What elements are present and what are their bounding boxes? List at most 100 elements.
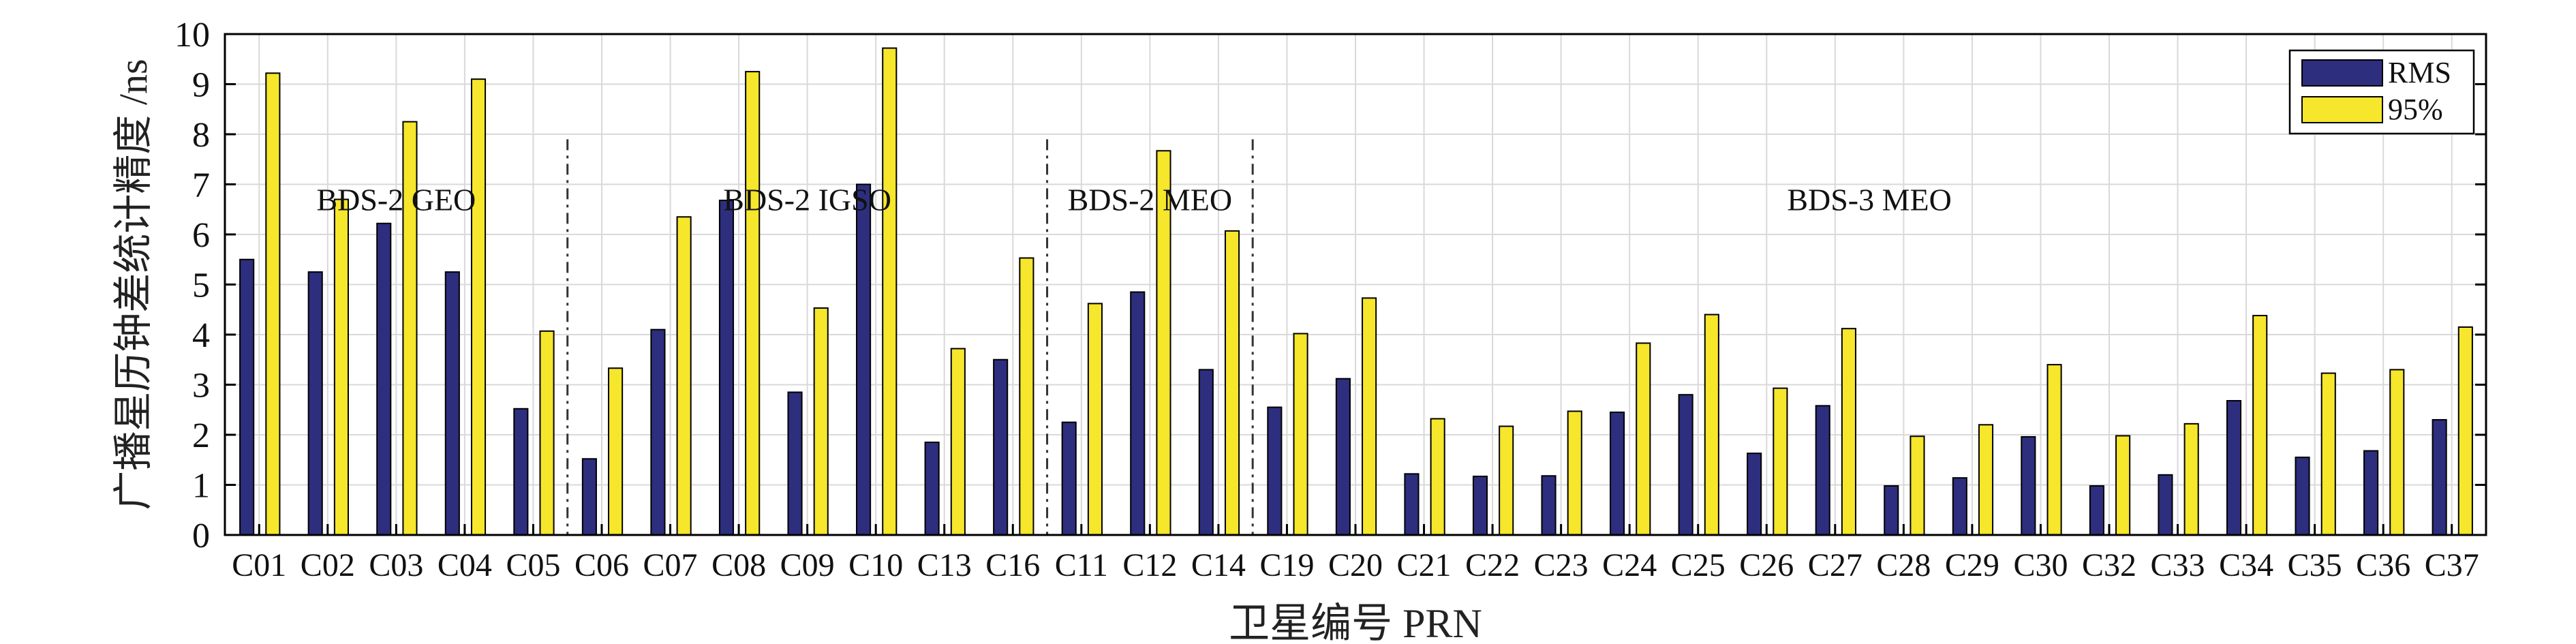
bar-95-C24	[1636, 342, 1651, 536]
y-axis-label: 广播星历钟差统计精度 /ns	[111, 59, 155, 510]
bar-rms-C01	[239, 258, 255, 536]
x-tick-label: C16	[985, 547, 1040, 583]
bar-rms-C29	[1952, 477, 1967, 536]
group-labels: BDS-2 GEO BDS-2 IGSO BDS-2 MEO BDS-3 MEO	[316, 183, 1951, 217]
x-tick-label: C01	[232, 547, 286, 583]
bars	[239, 47, 2473, 536]
bar-rms-C37	[2432, 418, 2447, 536]
legend-swatch-95	[2301, 96, 2383, 123]
bar-95-C19	[1293, 333, 1308, 536]
bar-rms-C13	[924, 442, 940, 536]
x-tick-label: C35	[2288, 547, 2342, 583]
bar-rms-C30	[2021, 435, 2036, 536]
x-tick-label: C02	[301, 547, 355, 583]
y-tick-label: 2	[192, 416, 210, 455]
bar-95-C09	[813, 307, 829, 536]
bar-95-C22	[1499, 425, 1514, 536]
x-tick-label: C27	[1808, 547, 1862, 583]
bar-rms-C19	[1267, 406, 1283, 536]
x-tick-label: C19	[1259, 547, 1314, 583]
bar-95-C30	[2046, 364, 2062, 536]
bar-rms-C26	[1747, 453, 1762, 536]
bar-rms-C03	[376, 222, 392, 536]
x-tick-label: C14	[1191, 547, 1246, 583]
x-tick-label: C05	[506, 547, 560, 583]
bar-rms-C06	[581, 458, 597, 536]
bar-95-C01	[265, 72, 281, 536]
bar-rms-C35	[2295, 457, 2310, 536]
bar-rms-C22	[1472, 476, 1488, 536]
bar-95-C13	[950, 348, 966, 536]
x-tick-label: C11	[1055, 547, 1108, 583]
group-dividers	[566, 139, 1254, 535]
x-tick-label: C10	[848, 547, 903, 583]
bar-95-C23	[1567, 410, 1582, 536]
bar-95-C28	[1910, 435, 1925, 536]
bar-95-C35	[2320, 372, 2336, 536]
bar-rms-C04	[444, 271, 460, 536]
x-tick-label: C04	[438, 547, 492, 583]
y-tick-label: 8	[192, 116, 210, 155]
bar-rms-C10	[856, 183, 872, 536]
bar-rms-C20	[1335, 378, 1351, 536]
x-tick-label: C30	[2013, 547, 2068, 583]
y-tick-label: 9	[192, 66, 210, 105]
x-tick-label: C32	[2082, 547, 2136, 583]
bar-rms-C11	[1061, 421, 1077, 536]
legend-label-95: 95%	[2388, 93, 2443, 126]
bar-95-C05	[539, 330, 555, 536]
bar-rms-C05	[513, 408, 529, 536]
bar-95-C25	[1704, 313, 1719, 536]
y-tick-label: 0	[192, 517, 210, 555]
y-tick-label: 6	[192, 216, 210, 255]
bar-95-C34	[2252, 315, 2268, 536]
bar-rms-C14	[1198, 369, 1214, 536]
bar-95-C08	[745, 71, 761, 536]
bar-rms-C16	[993, 358, 1009, 536]
bar-rms-C21	[1404, 473, 1420, 536]
legend-label-rms: RMS	[2388, 56, 2451, 89]
bar-95-C37	[2457, 326, 2473, 536]
x-tick-label: C24	[1602, 547, 1657, 583]
x-tick-label: C07	[643, 547, 698, 583]
bar-rms-C27	[1815, 405, 1830, 536]
bar-95-C33	[2183, 423, 2199, 536]
bar-rms-C24	[1610, 411, 1625, 536]
y-axis-ticks: 0 1 2 3 4 5 6 7 8 9 10	[174, 16, 2486, 555]
y-tick-label: 5	[192, 266, 210, 305]
group-label: BDS-2 IGSO	[723, 183, 891, 217]
bar-rms-C28	[1884, 485, 1899, 536]
bar-95-C06	[608, 367, 624, 536]
bar-95-C21	[1430, 418, 1445, 536]
bar-95-C32	[2115, 435, 2131, 536]
y-tick-label: 10	[174, 16, 210, 55]
y-tick-label: 7	[192, 166, 210, 205]
x-tick-label: C13	[917, 547, 972, 583]
x-tick-label: C09	[780, 547, 835, 583]
bar-95-C11	[1087, 303, 1103, 536]
bar-95-C02	[333, 198, 349, 536]
x-tick-label: C37	[2425, 547, 2479, 583]
x-tick-label: C26	[1739, 547, 1794, 583]
bar-95-C26	[1773, 387, 1788, 536]
bar-rms-C33	[2158, 474, 2173, 536]
x-tick-label: C23	[1534, 547, 1589, 583]
x-tick-label: C21	[1397, 547, 1452, 583]
y-tick-label: 1	[192, 467, 210, 506]
bar-rms-C32	[2089, 485, 2104, 536]
x-tick-label: C33	[2151, 547, 2205, 583]
x-tick-label: C12	[1122, 547, 1177, 583]
bar-rms-C34	[2226, 400, 2242, 536]
bar-rms-C25	[1678, 394, 1693, 536]
x-tick-label: C03	[369, 547, 423, 583]
x-tick-label: C06	[574, 547, 629, 583]
x-tick-label: C36	[2356, 547, 2410, 583]
legend: RMS 95%	[2288, 49, 2475, 135]
bar-95-C27	[1841, 328, 1856, 536]
group-label: BDS-2 GEO	[316, 183, 476, 217]
y-tick-label: 3	[192, 367, 210, 405]
bar-rms-C08	[718, 200, 735, 536]
legend-swatch-rms	[2301, 59, 2383, 87]
